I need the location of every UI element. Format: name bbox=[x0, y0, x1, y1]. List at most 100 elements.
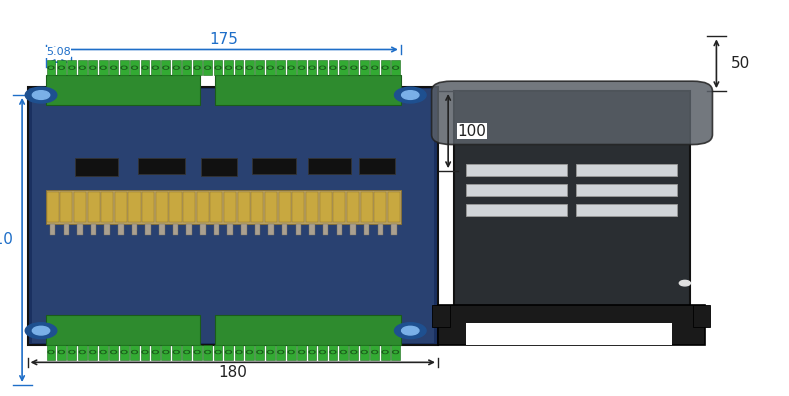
FancyBboxPatch shape bbox=[88, 345, 97, 360]
FancyBboxPatch shape bbox=[306, 192, 318, 222]
FancyBboxPatch shape bbox=[47, 192, 58, 222]
FancyBboxPatch shape bbox=[142, 192, 154, 222]
Text: 110: 110 bbox=[0, 232, 13, 248]
FancyBboxPatch shape bbox=[328, 60, 338, 75]
Circle shape bbox=[69, 66, 75, 69]
Circle shape bbox=[122, 351, 125, 353]
Circle shape bbox=[152, 66, 159, 69]
FancyBboxPatch shape bbox=[576, 204, 677, 216]
FancyBboxPatch shape bbox=[186, 224, 192, 235]
Circle shape bbox=[299, 350, 305, 354]
FancyBboxPatch shape bbox=[145, 224, 151, 235]
FancyBboxPatch shape bbox=[101, 192, 114, 222]
FancyBboxPatch shape bbox=[359, 158, 394, 174]
Circle shape bbox=[184, 66, 189, 69]
Circle shape bbox=[300, 351, 303, 353]
Circle shape bbox=[164, 351, 167, 353]
Circle shape bbox=[144, 67, 147, 69]
FancyBboxPatch shape bbox=[224, 60, 233, 75]
FancyBboxPatch shape bbox=[196, 192, 209, 222]
Circle shape bbox=[353, 67, 355, 69]
Circle shape bbox=[154, 67, 157, 69]
Circle shape bbox=[402, 326, 419, 335]
FancyBboxPatch shape bbox=[204, 345, 212, 360]
Circle shape bbox=[80, 351, 84, 353]
FancyBboxPatch shape bbox=[293, 192, 305, 222]
FancyBboxPatch shape bbox=[466, 204, 567, 216]
FancyBboxPatch shape bbox=[151, 345, 160, 360]
FancyBboxPatch shape bbox=[224, 192, 236, 222]
FancyBboxPatch shape bbox=[50, 224, 55, 235]
Circle shape bbox=[110, 66, 117, 69]
FancyBboxPatch shape bbox=[276, 345, 285, 360]
Circle shape bbox=[342, 67, 345, 69]
Text: 175: 175 bbox=[209, 32, 237, 47]
FancyBboxPatch shape bbox=[140, 345, 149, 360]
Circle shape bbox=[122, 350, 127, 354]
FancyBboxPatch shape bbox=[339, 60, 348, 75]
FancyBboxPatch shape bbox=[286, 60, 296, 75]
FancyBboxPatch shape bbox=[138, 158, 185, 174]
Circle shape bbox=[288, 350, 294, 354]
FancyBboxPatch shape bbox=[318, 60, 327, 75]
FancyBboxPatch shape bbox=[350, 60, 358, 75]
FancyBboxPatch shape bbox=[46, 190, 401, 224]
FancyBboxPatch shape bbox=[245, 345, 254, 360]
Circle shape bbox=[80, 350, 85, 354]
Circle shape bbox=[246, 350, 252, 354]
Circle shape bbox=[206, 67, 209, 69]
Circle shape bbox=[278, 66, 283, 69]
FancyBboxPatch shape bbox=[140, 60, 149, 75]
FancyBboxPatch shape bbox=[374, 192, 387, 222]
FancyBboxPatch shape bbox=[466, 164, 567, 176]
Circle shape bbox=[363, 67, 366, 69]
Circle shape bbox=[226, 350, 231, 354]
Circle shape bbox=[257, 66, 263, 69]
Circle shape bbox=[361, 350, 367, 354]
Circle shape bbox=[320, 350, 325, 354]
Circle shape bbox=[246, 66, 252, 69]
Circle shape bbox=[372, 66, 378, 69]
FancyBboxPatch shape bbox=[328, 345, 338, 360]
Circle shape bbox=[185, 67, 189, 69]
FancyBboxPatch shape bbox=[170, 192, 181, 222]
FancyBboxPatch shape bbox=[266, 60, 275, 75]
Circle shape bbox=[320, 66, 325, 69]
FancyBboxPatch shape bbox=[88, 60, 97, 75]
Circle shape bbox=[236, 66, 242, 69]
Circle shape bbox=[154, 351, 157, 353]
FancyBboxPatch shape bbox=[339, 345, 348, 360]
Circle shape bbox=[25, 87, 57, 103]
Circle shape bbox=[309, 350, 315, 354]
FancyBboxPatch shape bbox=[109, 60, 118, 75]
Circle shape bbox=[393, 66, 398, 69]
FancyBboxPatch shape bbox=[308, 158, 351, 174]
Circle shape bbox=[164, 67, 167, 69]
Circle shape bbox=[175, 67, 178, 69]
Circle shape bbox=[394, 87, 426, 103]
FancyBboxPatch shape bbox=[78, 345, 87, 360]
FancyBboxPatch shape bbox=[323, 224, 328, 235]
Circle shape bbox=[174, 350, 179, 354]
Circle shape bbox=[217, 351, 219, 353]
Circle shape bbox=[48, 66, 54, 69]
FancyBboxPatch shape bbox=[370, 345, 380, 360]
FancyBboxPatch shape bbox=[155, 192, 168, 222]
FancyBboxPatch shape bbox=[391, 224, 397, 235]
Circle shape bbox=[267, 66, 273, 69]
FancyBboxPatch shape bbox=[576, 184, 677, 196]
FancyBboxPatch shape bbox=[224, 345, 233, 360]
Circle shape bbox=[382, 350, 388, 354]
FancyBboxPatch shape bbox=[252, 158, 296, 174]
Circle shape bbox=[237, 351, 241, 353]
Circle shape bbox=[60, 351, 63, 353]
Circle shape bbox=[321, 67, 324, 69]
FancyBboxPatch shape bbox=[378, 224, 383, 235]
FancyBboxPatch shape bbox=[466, 323, 672, 345]
Circle shape bbox=[279, 351, 282, 353]
FancyBboxPatch shape bbox=[350, 345, 358, 360]
Circle shape bbox=[196, 67, 199, 69]
FancyBboxPatch shape bbox=[173, 224, 178, 235]
FancyBboxPatch shape bbox=[297, 345, 306, 360]
FancyBboxPatch shape bbox=[282, 224, 287, 235]
